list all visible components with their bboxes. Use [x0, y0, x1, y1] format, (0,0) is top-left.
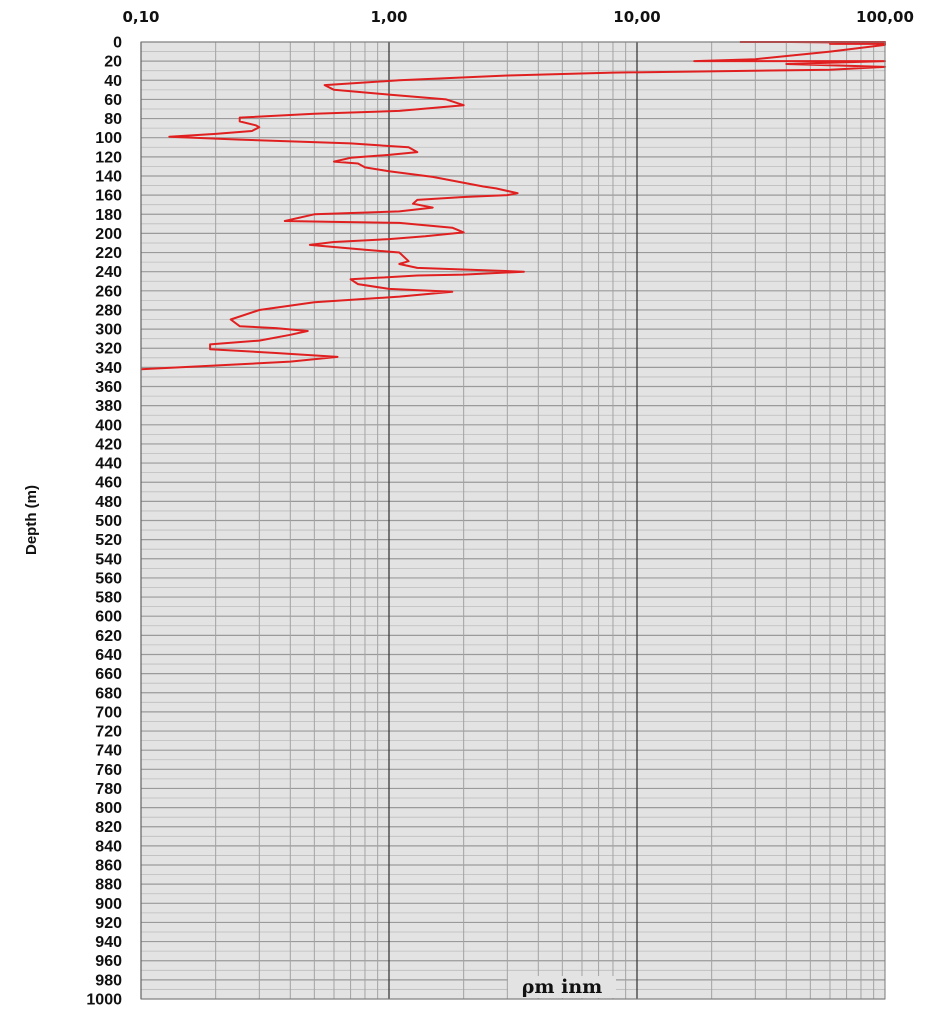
x-tick-label: 10,00	[613, 8, 660, 26]
y-tick-label: 260	[95, 283, 122, 300]
y-tick-label: 480	[95, 494, 122, 511]
x-tick-label: 100,00	[856, 8, 914, 26]
y-tick-labels: 0 20 40 60 80 100 120 140 160 180 200 220 240 260 280 3…	[86, 35, 122, 1009]
y-tick-label: 620	[95, 628, 122, 645]
y-tick-label: 280	[95, 302, 122, 319]
y-tick-label: 840	[95, 838, 122, 855]
y-tick-label: 420	[95, 436, 122, 453]
series	[140, 41, 886, 371]
y-tick-label: 520	[95, 532, 122, 549]
y-tick-label: 80	[104, 111, 122, 128]
y-tick-label: 300	[95, 322, 122, 339]
y-axis-label: Depth (m)	[23, 485, 40, 555]
y-tick-label: 820	[95, 819, 122, 836]
y-tick-label: 340	[95, 360, 122, 377]
y-tick-label: 540	[95, 551, 122, 568]
plot-frame	[140, 41, 886, 1000]
y-tick-label: 0	[113, 35, 122, 52]
y-tick-label: 960	[95, 953, 122, 970]
y-tick-label: 860	[95, 858, 122, 875]
y-tick-label: 100	[95, 130, 122, 147]
y-tick-label: 120	[95, 149, 122, 166]
y-tick-label: 140	[95, 168, 122, 185]
y-tick-label: 720	[95, 724, 122, 741]
y-tick-label: 880	[95, 877, 122, 894]
y-tick-label: 760	[95, 762, 122, 779]
y-tick-label: 240	[95, 264, 122, 281]
y-tick-label: 380	[95, 398, 122, 415]
grid	[140, 41, 885, 1000]
y-tick-label: 600	[95, 609, 122, 626]
y-tick-label: 660	[95, 666, 122, 683]
y-tick-label: 460	[95, 475, 122, 492]
y-tick-label: 180	[95, 207, 122, 224]
x-tick-labels: 0,10 1,00 10,00 100,00	[122, 8, 913, 26]
y-tick-label: 360	[95, 379, 122, 396]
y-tick-label: 800	[95, 800, 122, 817]
y-tick-label: 900	[95, 896, 122, 913]
y-tick-label: 220	[95, 245, 122, 262]
y-tick-label: 700	[95, 704, 122, 721]
y-tick-label: 160	[95, 188, 122, 205]
y-tick-label: 780	[95, 781, 122, 798]
y-tick-label: 560	[95, 570, 122, 587]
y-tick-label: 200	[95, 226, 122, 243]
y-tick-label: 1000	[86, 992, 122, 1009]
y-tick-label: 60	[104, 92, 122, 109]
y-tick-label: 740	[95, 743, 122, 760]
y-tick-label: 940	[95, 934, 122, 951]
y-tick-label: 640	[95, 647, 122, 664]
y-tick-label: 20	[104, 54, 122, 71]
resistivity-series-line	[140, 41, 886, 371]
y-tick-label: 400	[95, 417, 122, 434]
y-tick-label: 680	[95, 685, 122, 702]
y-tick-label: 980	[95, 972, 122, 989]
x-axis-label-background	[508, 976, 616, 998]
y-tick-label: 500	[95, 513, 122, 530]
x-tick-label: 0,10	[122, 8, 159, 26]
y-tick-label: 580	[95, 590, 122, 607]
x-axis-label: ρm inm	[522, 976, 603, 998]
x-tick-label: 1,00	[370, 8, 407, 26]
y-tick-label: 920	[95, 915, 122, 932]
y-tick-label: 320	[95, 341, 122, 358]
y-tick-label: 40	[104, 73, 122, 90]
y-tick-label: 440	[95, 456, 122, 473]
